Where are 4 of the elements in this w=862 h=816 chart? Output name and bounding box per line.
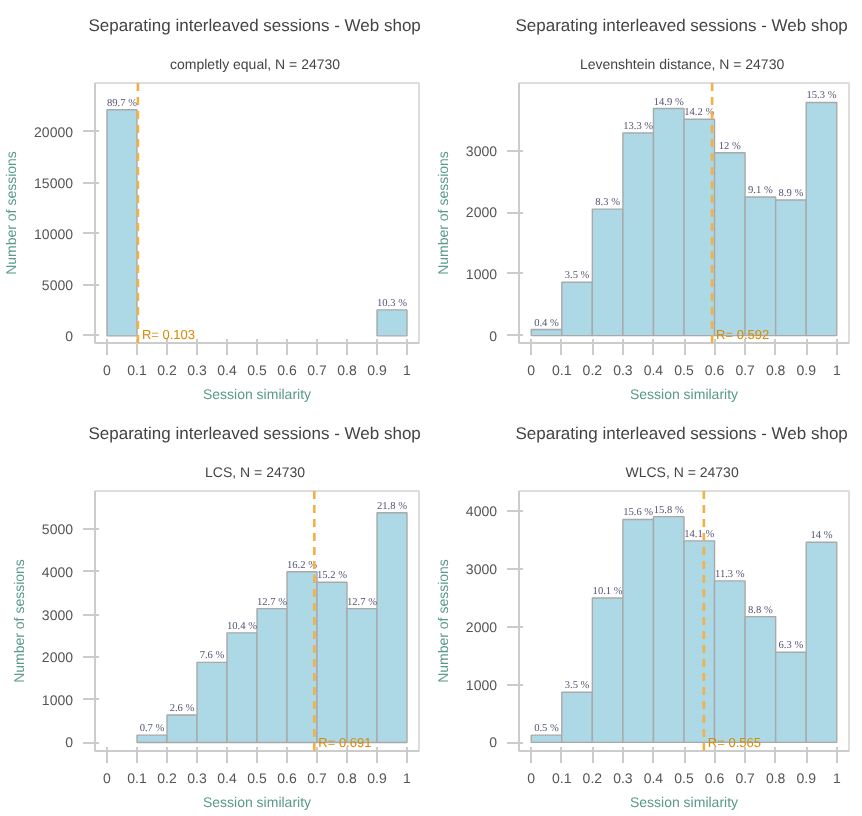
chart-title: Separating interleaved sessions - Web shop: [88, 423, 422, 443]
chart-title: Separating interleaved sessions - Web shop: [88, 15, 422, 35]
chart-title: Separating interleaved sessions - Web shop: [515, 423, 849, 443]
chart-title: Separating interleaved sessions - Web shop: [515, 15, 849, 35]
